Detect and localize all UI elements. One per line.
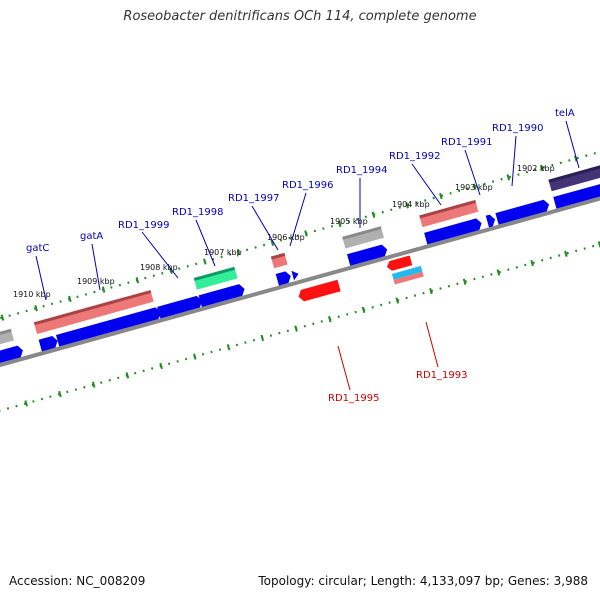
genome-backbone [0, 192, 600, 378]
cds-block[interactable] [157, 295, 204, 319]
gene-leader-line [565, 120, 580, 169]
feature-dark[interactable] [548, 163, 600, 192]
major-tick [125, 372, 130, 379]
gene-label[interactable]: gatA [80, 231, 103, 242]
major-tick [159, 362, 163, 370]
major-tick [540, 164, 544, 172]
major-tick [226, 344, 231, 351]
major-tick [101, 286, 106, 293]
feature-rna[interactable] [33, 290, 154, 334]
major-tick [371, 211, 376, 218]
kbp-label: 1903 kbp [455, 183, 493, 192]
cds-reverse[interactable] [297, 279, 341, 303]
gene-label[interactable]: RD1_1998 [172, 207, 223, 218]
cds-block[interactable] [275, 270, 293, 286]
cds-block[interactable] [0, 345, 25, 374]
accession-text: Accession: NC_008209 [9, 574, 146, 588]
major-tick [135, 277, 140, 284]
feature-teal[interactable] [193, 266, 238, 290]
cds-block[interactable] [291, 269, 299, 281]
major-tick [496, 269, 501, 276]
major-tick [58, 390, 62, 398]
gene-leader-line [91, 243, 101, 291]
major-tick [304, 230, 308, 237]
kbp-label: 1908 kbp [140, 263, 178, 272]
gene-leader-line [289, 192, 307, 247]
genome-summary-text: Topology: circular; Length: 4,133,097 bp… [258, 574, 588, 588]
major-tick [530, 259, 534, 267]
gene-label[interactable]: RD1_1996 [282, 180, 333, 191]
major-tick [405, 202, 409, 209]
major-ticks [0, 155, 600, 407]
feature-gray[interactable] [342, 226, 384, 249]
kbp-label: 1904 kbp [392, 200, 430, 209]
major-tick [472, 183, 477, 190]
gene-leader-line [251, 205, 279, 251]
major-tick [270, 239, 275, 246]
gene-leader-line [464, 149, 481, 196]
gene-leader-line [35, 255, 47, 301]
gene-label[interactable]: RD1_1999 [118, 220, 169, 231]
kbp-label: 1909 kbp [77, 277, 115, 286]
major-tick [294, 325, 298, 332]
genome-track [0, 149, 600, 420]
gene-leader-line [141, 231, 179, 279]
gene-label[interactable]: RD1_1992 [389, 151, 440, 162]
kbp-label: 1902 kbp [517, 164, 555, 173]
kbp-label: 1906 kbp [267, 233, 305, 242]
major-tick [564, 250, 568, 257]
gene-label[interactable]: RD1_1991 [441, 137, 492, 148]
gene-leader-line [195, 219, 216, 267]
major-tick [0, 314, 5, 321]
gene-leader-line [337, 345, 351, 391]
cds-block[interactable] [198, 283, 247, 307]
major-tick [236, 248, 241, 256]
major-tick [34, 305, 38, 312]
cds-block[interactable] [485, 214, 497, 228]
major-tick [203, 258, 207, 265]
major-tick [327, 316, 332, 323]
gene-label[interactable]: gatC [26, 243, 49, 254]
major-tick [506, 174, 511, 181]
feature-rna[interactable] [393, 271, 424, 285]
kbp-label: 1907 kbp [204, 248, 242, 257]
gene-label[interactable]: RD1_1995 [328, 393, 379, 404]
major-tick [439, 192, 443, 200]
gene-label[interactable]: RD1_1997 [228, 193, 279, 204]
major-tick [24, 400, 28, 407]
major-tick [361, 306, 366, 314]
gene-label[interactable]: telA [555, 108, 575, 119]
feature-cyan[interactable] [391, 265, 423, 280]
gene-leader-line [511, 135, 517, 187]
gene-label[interactable]: RD1_1994 [336, 165, 387, 176]
major-tick [395, 297, 399, 304]
cds-block[interactable] [553, 180, 600, 209]
feature-rna[interactable] [419, 200, 479, 228]
cds-block[interactable] [56, 306, 163, 347]
major-tick [429, 287, 433, 295]
major-tick [68, 295, 72, 303]
gene-leader-line [425, 321, 439, 368]
gene-label[interactable]: RD1_1993 [416, 370, 467, 381]
major-tick [260, 334, 265, 342]
cds-block[interactable] [38, 335, 60, 352]
major-tick [574, 155, 578, 162]
major-tick [462, 278, 467, 285]
map-title: Roseobacter denitrificans OCh 114, compl… [123, 9, 477, 24]
gene-label[interactable]: RD1_1990 [492, 123, 543, 134]
major-tick [337, 220, 342, 228]
cds-reverse[interactable] [386, 255, 413, 272]
cds-block[interactable] [495, 199, 550, 225]
major-tick [193, 353, 197, 360]
cds-block[interactable] [424, 217, 483, 245]
gene-leader-line [411, 163, 442, 206]
major-tick [91, 381, 96, 388]
cds-block[interactable] [347, 244, 389, 266]
kbp-scale-labels: 1910 kbp 1909 kbp 1908 kbp 1907 kbp 1906 kbp… [13, 164, 555, 299]
kbp-label: 1905 kbp [330, 217, 368, 226]
kbp-label: 1910 kbp [13, 290, 51, 299]
